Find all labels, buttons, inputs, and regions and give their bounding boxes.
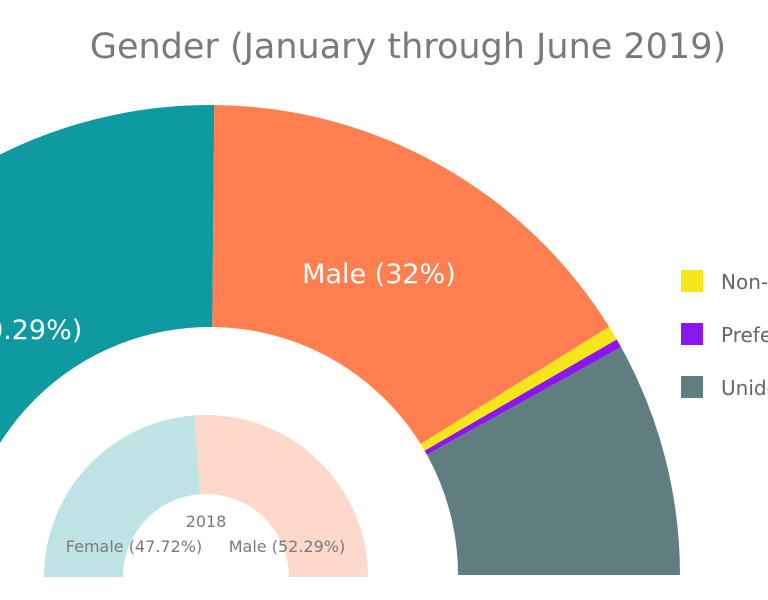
legend-swatch-non-binary (681, 270, 703, 292)
inner-slice-female (44, 415, 201, 577)
chart-title: Gender (January through June 2019) (90, 27, 726, 67)
inner-year-label: 2018 (186, 512, 227, 531)
outer-slice-labels: Female (50.29%) Male (32%) (0, 259, 456, 346)
inner-slice-male (194, 415, 368, 577)
legend-label-unidentified: Unidentified (721, 376, 768, 400)
inner-donut-2018 (44, 415, 368, 577)
outer-slice-prefer-not-to-say (424, 339, 622, 455)
legend: Non-binary Prefer not to say Unidentified (681, 270, 768, 400)
legend-label-prefer-not-to-say: Prefer not to say (721, 323, 768, 347)
inner-female-label: Female (47.72%) (66, 537, 202, 556)
outer-slice-unidentified (426, 347, 680, 575)
legend-swatch-unidentified (681, 376, 703, 398)
outer-donut (0, 105, 680, 575)
outer-slice-non-binary (420, 326, 617, 451)
inner-male-label: Male (52.29%) (229, 537, 345, 556)
outer-slice-male (212, 105, 610, 445)
outer-slice-female (0, 105, 215, 444)
legend-swatch-prefer-not-to-say (681, 323, 703, 345)
legend-label-non-binary: Non-binary (721, 270, 768, 294)
outer-slice-label-female: Female (50.29%) (0, 315, 82, 346)
outer-slice-label-male: Male (32%) (302, 259, 456, 290)
